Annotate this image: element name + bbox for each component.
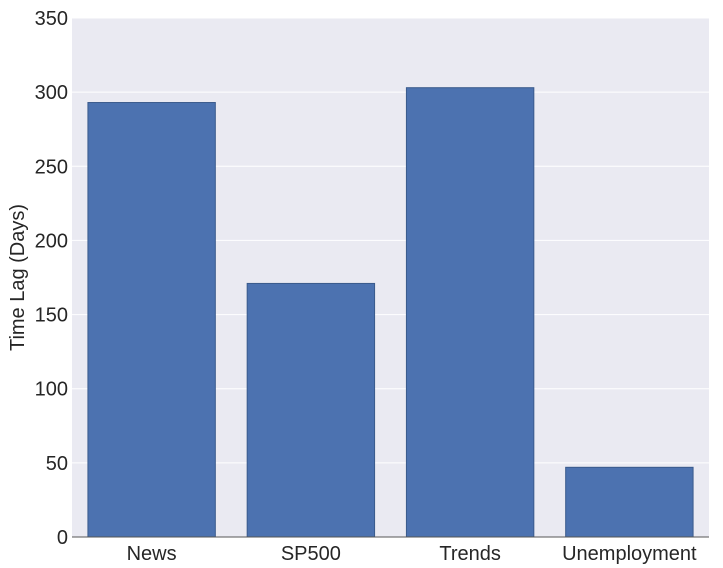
x-tick-labels: News SP500 Trends Unemployment <box>127 543 697 565</box>
y-tick-label: 200 <box>35 230 68 252</box>
bar-unemployment <box>565 466 694 538</box>
y-tick-labels: 0 50 100 150 200 250 300 350 <box>35 8 68 549</box>
y-tick-label: 50 <box>46 453 68 475</box>
x-tick-label: SP500 <box>281 543 341 565</box>
y-axis-label: Time Lag (Days) <box>7 204 29 351</box>
y-tick-label: 100 <box>35 379 68 401</box>
x-tick-label: Trends <box>439 543 501 565</box>
bar-news <box>87 102 216 538</box>
y-tick-label: 350 <box>35 8 68 30</box>
y-tick-label: 150 <box>35 305 68 327</box>
y-tick-label: 0 <box>57 527 68 549</box>
bars <box>72 87 709 538</box>
y-tick-label: 300 <box>35 82 68 104</box>
bar-sp500 <box>246 282 376 538</box>
y-tick-label: 250 <box>35 156 68 178</box>
x-tick-label: News <box>127 543 177 565</box>
bar-trends <box>405 87 535 538</box>
x-tick-label: Unemployment <box>562 543 697 565</box>
